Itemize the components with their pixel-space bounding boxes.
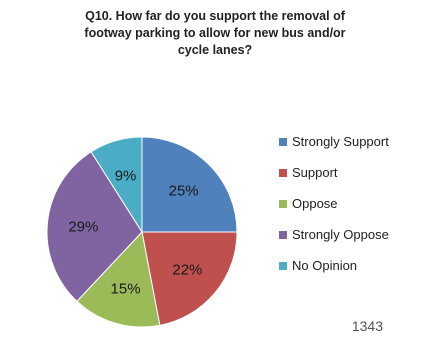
chart-legend: Strongly Support Support Oppose Strongly Op… <box>279 134 389 273</box>
data-label-no-opinion: 9% <box>115 167 137 184</box>
legend-label-no-opinion: No Opinion <box>292 258 357 273</box>
pie-slice-support <box>141 231 238 326</box>
legend-label-strongly-support: Strongly Support <box>292 134 389 149</box>
slide-number: 1343 <box>351 318 383 334</box>
legend-label-oppose: Oppose <box>292 196 338 211</box>
pie-data-labels: 25% 22% 15% 29% 9% <box>68 167 202 297</box>
legend-label-strongly-oppose: Strongly Oppose <box>292 227 389 242</box>
pie-slices <box>46 136 238 328</box>
legend-swatch-oppose <box>279 200 287 208</box>
data-label-strongly-oppose: 29% <box>68 218 98 235</box>
data-label-strongly-support: 25% <box>169 182 199 199</box>
chart-title-line-1: Q10. How far do you support the removal … <box>85 9 345 23</box>
legend-label-support: Support <box>292 165 338 180</box>
chart-title-line-2: footway parking to allow for new bus and… <box>84 26 346 40</box>
legend-swatch-strongly-oppose <box>279 231 287 239</box>
legend-swatch-no-opinion <box>279 262 287 270</box>
legend-swatch-strongly-support <box>279 138 287 146</box>
pie-slice-strongly-support <box>141 136 238 233</box>
pie-slice-strongly-oppose <box>46 151 143 302</box>
pie-slice-oppose <box>76 230 161 328</box>
data-label-support: 22% <box>172 262 202 279</box>
chart-title: Q10. How far do you support the removal … <box>20 8 410 59</box>
pie-slice-no-opinion <box>90 136 143 234</box>
chart-title-line-3: cycle lanes? <box>177 43 253 57</box>
legend-swatch-support <box>279 169 287 177</box>
data-label-oppose: 15% <box>111 281 141 298</box>
